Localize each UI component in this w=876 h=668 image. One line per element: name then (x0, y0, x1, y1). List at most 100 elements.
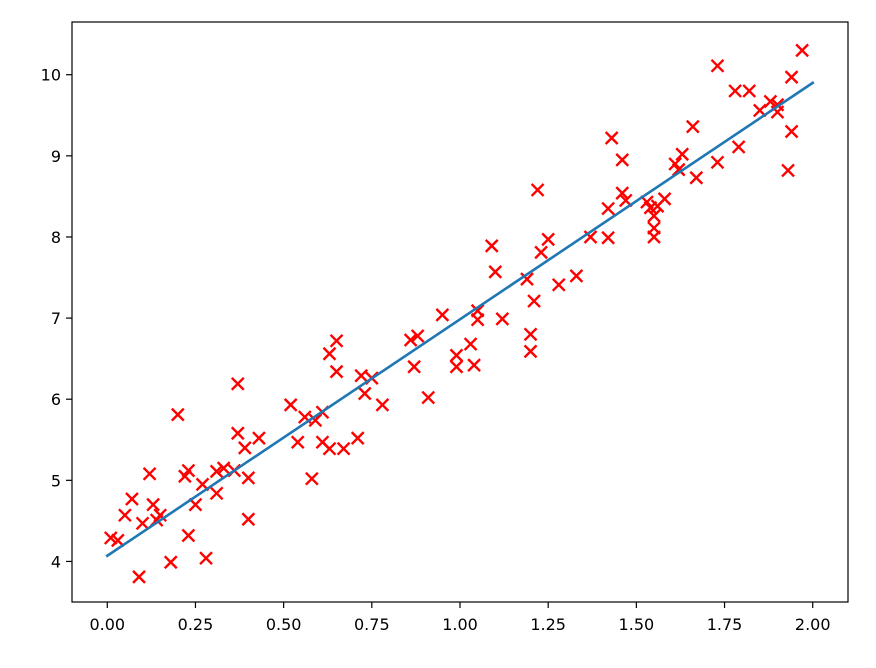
x-tick-label: 0.00 (89, 615, 125, 634)
x-axis: 0.00 0.25 0.50 0.75 1.00 1.25 1.50 1.75 2.00 (89, 602, 831, 634)
data-point (569, 269, 584, 283)
data-point (467, 358, 481, 372)
data-point (216, 461, 231, 476)
data-point (375, 398, 390, 412)
data-point (484, 239, 499, 253)
data-point (111, 533, 125, 548)
data-point (763, 94, 778, 109)
data-point (336, 441, 351, 456)
x-tick-label: 1.50 (619, 615, 655, 634)
data-point (742, 84, 757, 98)
data-point (146, 497, 160, 512)
data-point (237, 441, 252, 455)
data-point (671, 162, 686, 177)
data-point (523, 327, 538, 342)
data-point (784, 124, 799, 139)
data-point (520, 272, 534, 286)
y-tick-label: 7 (51, 309, 61, 328)
data-point (241, 512, 256, 527)
data-point (329, 333, 344, 348)
data-point (410, 329, 425, 343)
y-tick-label: 4 (51, 552, 61, 571)
data-point (407, 359, 421, 374)
y-tick-label: 6 (51, 390, 61, 409)
data-point (689, 170, 704, 185)
data-point (495, 312, 510, 326)
data-point (170, 407, 185, 422)
data-point (181, 528, 196, 543)
data-point (252, 431, 266, 445)
data-point (241, 471, 256, 485)
data-point (181, 463, 196, 478)
data-point (731, 140, 746, 154)
y-tick-label: 9 (51, 147, 61, 166)
data-point (728, 84, 742, 98)
data-point (541, 232, 556, 247)
y-axis: 4 5 6 7 8 9 10 (41, 66, 72, 571)
data-point (551, 277, 566, 292)
data-point (647, 209, 661, 223)
plot-marks (103, 43, 815, 584)
x-tick-label: 0.75 (354, 615, 390, 634)
data-point (230, 376, 245, 391)
data-point (357, 386, 372, 401)
data-point (403, 333, 418, 347)
data-point (657, 191, 672, 206)
x-tick-label: 1.75 (707, 615, 743, 634)
data-point (125, 492, 139, 506)
data-point (615, 153, 630, 167)
data-point (435, 307, 450, 322)
data-point (710, 155, 725, 170)
data-point (230, 426, 245, 441)
y-tick-label: 10 (41, 66, 61, 85)
data-point (523, 344, 538, 359)
data-point (463, 337, 478, 351)
data-point (604, 131, 619, 145)
data-point (329, 364, 344, 379)
data-point (784, 70, 799, 85)
data-point (163, 555, 178, 570)
data-point (534, 245, 548, 260)
x-tick-label: 1.00 (442, 615, 478, 634)
x-tick-label: 0.25 (178, 615, 214, 634)
data-point (132, 570, 146, 584)
y-tick-label: 5 (51, 471, 61, 490)
data-point (421, 390, 436, 405)
x-tick-label: 2.00 (795, 615, 831, 634)
data-point (209, 486, 224, 501)
data-point (322, 441, 337, 456)
data-point (781, 163, 795, 178)
data-point (354, 368, 369, 383)
data-point (350, 431, 365, 445)
data-point (675, 147, 690, 162)
data-point (305, 471, 319, 486)
fit-line (105, 81, 815, 558)
data-point (449, 348, 464, 363)
data-point (601, 201, 615, 216)
data-point (199, 551, 213, 566)
data-point (530, 183, 545, 197)
data-point (470, 312, 485, 327)
data-point (795, 43, 809, 58)
data-point (142, 466, 157, 481)
y-tick-label: 8 (51, 228, 61, 247)
data-point (209, 464, 224, 479)
data-point (322, 346, 337, 361)
data-point (647, 230, 661, 244)
data-point (118, 508, 132, 523)
data-point (283, 398, 298, 412)
data-point (527, 294, 541, 308)
data-point (685, 119, 700, 134)
data-point (615, 186, 630, 201)
data-point (135, 516, 150, 531)
axes-frame (71, 21, 849, 603)
data-point (710, 58, 725, 73)
data-point (449, 359, 464, 374)
x-tick-label: 1.25 (530, 615, 566, 634)
x-tick-label: 0.50 (266, 615, 302, 634)
data-point (488, 264, 503, 279)
data-point (290, 435, 305, 450)
data-point (601, 230, 615, 245)
